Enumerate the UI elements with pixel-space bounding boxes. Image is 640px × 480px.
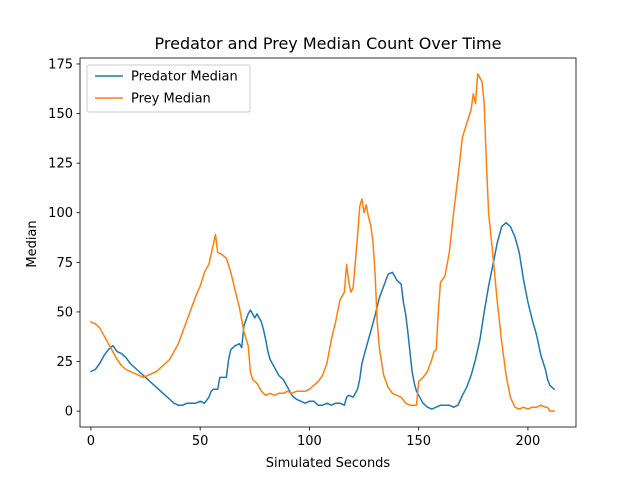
chart-title: Predator and Prey Median Count Over Time — [155, 34, 502, 53]
x-tick-label: 150 — [406, 434, 431, 449]
plot-frame — [79, 57, 577, 428]
legend: Predator Median Prey Median — [86, 64, 251, 113]
x-axis-label: Simulated Seconds — [266, 456, 391, 471]
y-tick-label: 75 — [56, 256, 73, 271]
y-tick-label: 125 — [48, 157, 73, 172]
y-tick-label: 25 — [56, 355, 73, 370]
plot-area — [89, 73, 556, 412]
x-tick-label: 50 — [192, 434, 209, 449]
series-line-predator — [89, 221, 556, 410]
y-tick-label: 175 — [48, 57, 73, 72]
y-tick-label: 50 — [56, 305, 73, 320]
x-tick-label: 0 — [87, 434, 95, 449]
y-tick-label: 100 — [48, 206, 73, 221]
x-tick-label: 100 — [297, 434, 322, 449]
y-tick-label: 150 — [48, 107, 73, 122]
y-tick-label: 0 — [65, 405, 73, 420]
series-line-prey — [89, 73, 555, 412]
x-tick-label: 200 — [516, 434, 541, 449]
axes: 0 50 100 150 200 0 25 50 75 100 125 150 175 — [48, 57, 577, 449]
legend-box — [86, 64, 251, 113]
y-axis-label: Median — [25, 220, 40, 267]
legend-label-prey: Prey Median — [131, 92, 211, 107]
legend-label-predator: Predator Median — [131, 70, 238, 85]
